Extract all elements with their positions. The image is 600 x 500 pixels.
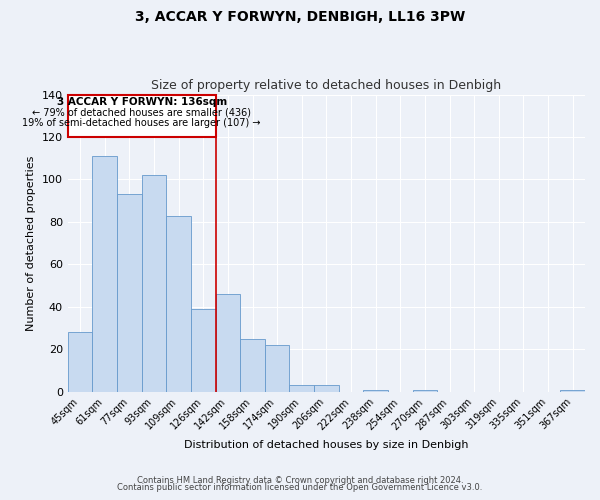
- Bar: [142, 175, 166, 392]
- Text: 3, ACCAR Y FORWYN, DENBIGH, LL16 3PW: 3, ACCAR Y FORWYN, DENBIGH, LL16 3PW: [135, 10, 465, 24]
- Text: 19% of semi-detached houses are larger (107) →: 19% of semi-detached houses are larger (…: [22, 118, 261, 128]
- Bar: [240, 338, 265, 392]
- FancyBboxPatch shape: [68, 94, 215, 137]
- Bar: [314, 386, 339, 392]
- Bar: [92, 156, 117, 392]
- Bar: [413, 390, 437, 392]
- Bar: [289, 386, 314, 392]
- Text: Contains HM Land Registry data © Crown copyright and database right 2024.: Contains HM Land Registry data © Crown c…: [137, 476, 463, 485]
- Bar: [68, 332, 92, 392]
- Y-axis label: Number of detached properties: Number of detached properties: [26, 156, 36, 331]
- Text: ← 79% of detached houses are smaller (436): ← 79% of detached houses are smaller (43…: [32, 108, 251, 118]
- Bar: [265, 345, 289, 392]
- Text: 3 ACCAR Y FORWYN: 136sqm: 3 ACCAR Y FORWYN: 136sqm: [56, 97, 227, 107]
- Bar: [117, 194, 142, 392]
- Text: Contains public sector information licensed under the Open Government Licence v3: Contains public sector information licen…: [118, 484, 482, 492]
- Bar: [191, 309, 215, 392]
- Bar: [364, 390, 388, 392]
- Bar: [560, 390, 585, 392]
- X-axis label: Distribution of detached houses by size in Denbigh: Distribution of detached houses by size …: [184, 440, 469, 450]
- Bar: [166, 216, 191, 392]
- Title: Size of property relative to detached houses in Denbigh: Size of property relative to detached ho…: [151, 79, 502, 92]
- Bar: [215, 294, 240, 392]
